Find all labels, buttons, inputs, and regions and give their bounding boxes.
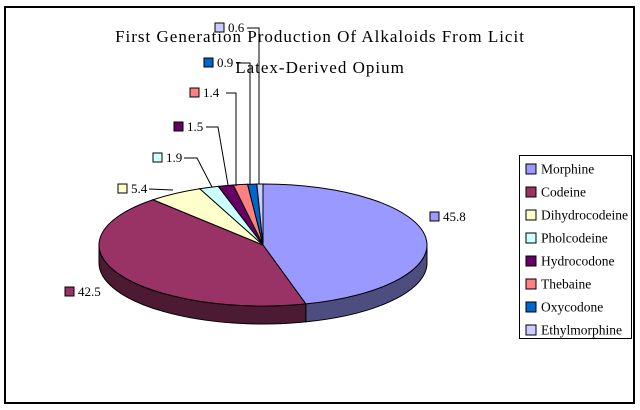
data-label-thebaine: 1.4 [203,85,220,100]
pie-slice-codeine[interactable] [98,199,307,307]
chart-title-line-2: Latex-Derived Opium [235,58,405,77]
legend-item-codeine[interactable]: Codeine [525,185,586,200]
pie-slice-morphine[interactable] [262,183,428,305]
data-label-codeine: 42.5 [78,284,101,299]
legend-marker-oxycodone [525,301,537,313]
data-label-morphine: 45.8 [443,209,466,224]
legend-label-codeine: Codeine [541,185,586,200]
legend-item-oxycodone[interactable]: Oxycodone [525,300,603,315]
chart-border [4,6,635,404]
leader-line-dihydrocodeine [148,188,174,191]
legend-marker-pholcodeine [525,232,537,244]
legend-marker-codeine [525,186,537,198]
label-marker-codeine [64,286,75,297]
leader-line-hydrocodone [206,126,229,186]
legend-label-oxycodone: Oxycodone [541,300,603,315]
pie-slice-ethylmorphine[interactable] [256,183,264,246]
leader-line-oxycodone [236,62,251,185]
data-label-dihydrocodeine: 5.4 [131,181,148,196]
legend-box [519,155,632,339]
legend-item-dihydrocodeine[interactable]: Dihydrocodeine [525,208,628,223]
legend-marker-thebaine [525,278,537,290]
label-marker-oxycodone [203,57,214,68]
legend-marker-dihydrocodeine [525,209,537,221]
legend-item-hydrocodone[interactable]: Hydrocodone [525,254,614,269]
label-marker-thebaine [189,87,200,98]
data-label-oxycodone: 0.9 [217,55,233,70]
leader-line-pholcodeine [184,157,213,188]
legend-item-pholcodeine[interactable]: Pholcodeine [525,231,608,246]
legend-label-pholcodeine: Pholcodeine [541,231,608,246]
label-marker-hydrocodone [173,121,184,132]
leader-line-ethylmorphine [247,27,260,184]
legend-label-ethylmorphine: Ethylmorphine [541,323,622,338]
legend-item-thebaine[interactable]: Thebaine [525,277,591,292]
legend-marker-hydrocodone [525,255,537,267]
legend-label-thebaine: Thebaine [541,277,591,292]
legend-item-ethylmorphine[interactable]: Ethylmorphine [525,323,622,338]
label-marker-dihydrocodeine [117,183,128,194]
legend-marker-morphine [525,163,537,175]
leader-line-thebaine [226,92,237,186]
label-marker-morphine [429,211,440,222]
legend-marker-ethylmorphine [525,324,537,336]
data-label-pholcodeine: 1.9 [166,150,182,165]
legend-label-morphine: Morphine [541,162,594,177]
legend-item-morphine[interactable]: Morphine [525,162,594,177]
legend-label-hydrocodone: Hydrocodone [541,254,614,269]
label-marker-pholcodeine [152,152,163,163]
data-label-hydrocodone: 1.5 [187,119,203,134]
label-marker-ethylmorphine [214,22,225,33]
legend-label-dihydrocodeine: Dihydrocodeine [541,208,628,223]
data-label-ethylmorphine: 0.6 [228,20,245,35]
